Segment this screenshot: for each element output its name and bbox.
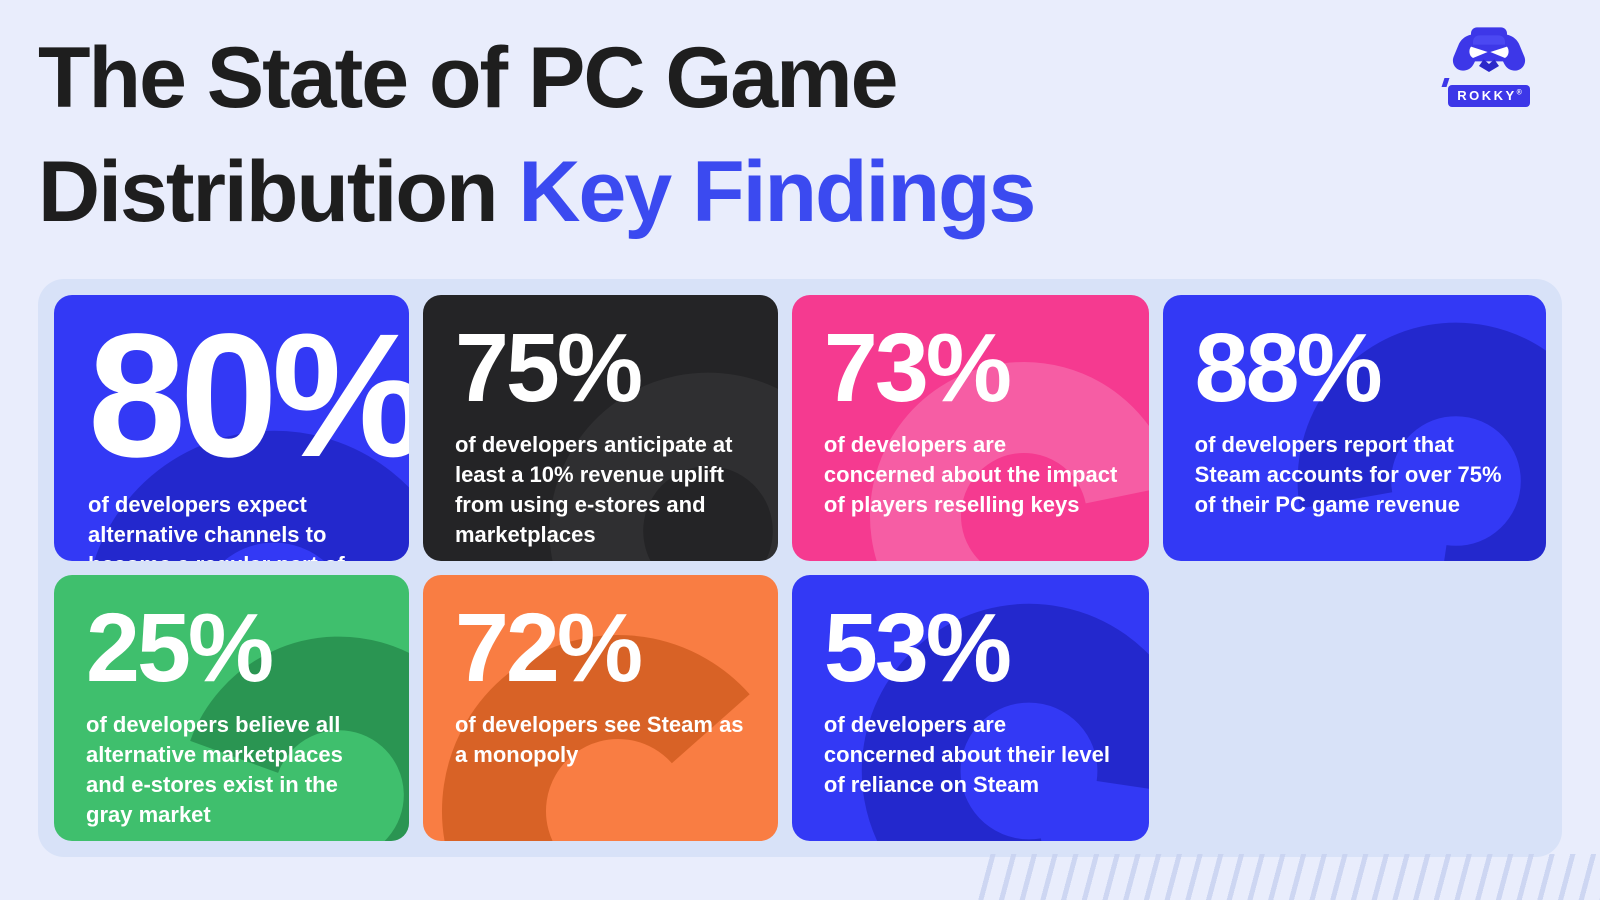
stat-card-gray-market: 25% of developers believe all alternativ…: [54, 575, 409, 841]
stats-panel: 80% of developers expect alternative cha…: [38, 279, 1562, 857]
stat-description: of developers see Steam as a monopoly: [454, 712, 744, 767]
stat-description: of developers are concerned about the im…: [823, 432, 1118, 517]
stat-description: of developers anticipate at least a 10% …: [454, 432, 733, 547]
stat-value: 25%: [86, 593, 274, 702]
stat-value: 80%: [88, 298, 409, 494]
stat-description: of developers expect alternative channel…: [88, 492, 345, 561]
stat-card-steam-monopoly: 72% of developers see Steam as a monopol…: [422, 575, 778, 841]
stat-value: 72%: [454, 593, 643, 702]
diagonal-lines-decoration: [975, 854, 1600, 900]
page-title: The State of PC Game Distribution Key Fi…: [38, 22, 1036, 249]
rokky-logo: ROKKY®: [1444, 22, 1534, 107]
title-line-1: The State of PC Game: [38, 30, 898, 126]
title-line-2-dark: Distribution: [38, 143, 498, 240]
stat-card-revenue-uplift: 75% of developers anticipate at least a …: [422, 295, 778, 561]
stat-card-steam-reliance: 53% of developers are concerned about th…: [791, 575, 1149, 841]
title-line-2-accent: Key Findings: [518, 143, 1036, 240]
stat-description: of developers report that Steam accounts…: [1194, 432, 1502, 517]
stat-description: of developers are concerned about their …: [823, 712, 1110, 797]
stat-value: 88%: [1194, 313, 1383, 422]
registered-mark: ®: [1516, 89, 1522, 97]
rokky-wordmark: ROKKY®: [1448, 85, 1530, 107]
stat-description: of developers believe all alternative ma…: [86, 712, 343, 827]
stat-value: 73%: [823, 313, 1012, 422]
stat-value: 75%: [454, 313, 643, 422]
stat-card-alt-channels: 80% of developers expect alternative cha…: [54, 295, 409, 561]
gamepad-icon: [1449, 22, 1529, 83]
stat-value: 53%: [823, 593, 1012, 702]
stat-card-reselling-keys: 73% of developers are concerned about th…: [791, 295, 1149, 561]
stat-card-steam-revenue: 88% of developers report that Steam acco…: [1162, 295, 1546, 561]
